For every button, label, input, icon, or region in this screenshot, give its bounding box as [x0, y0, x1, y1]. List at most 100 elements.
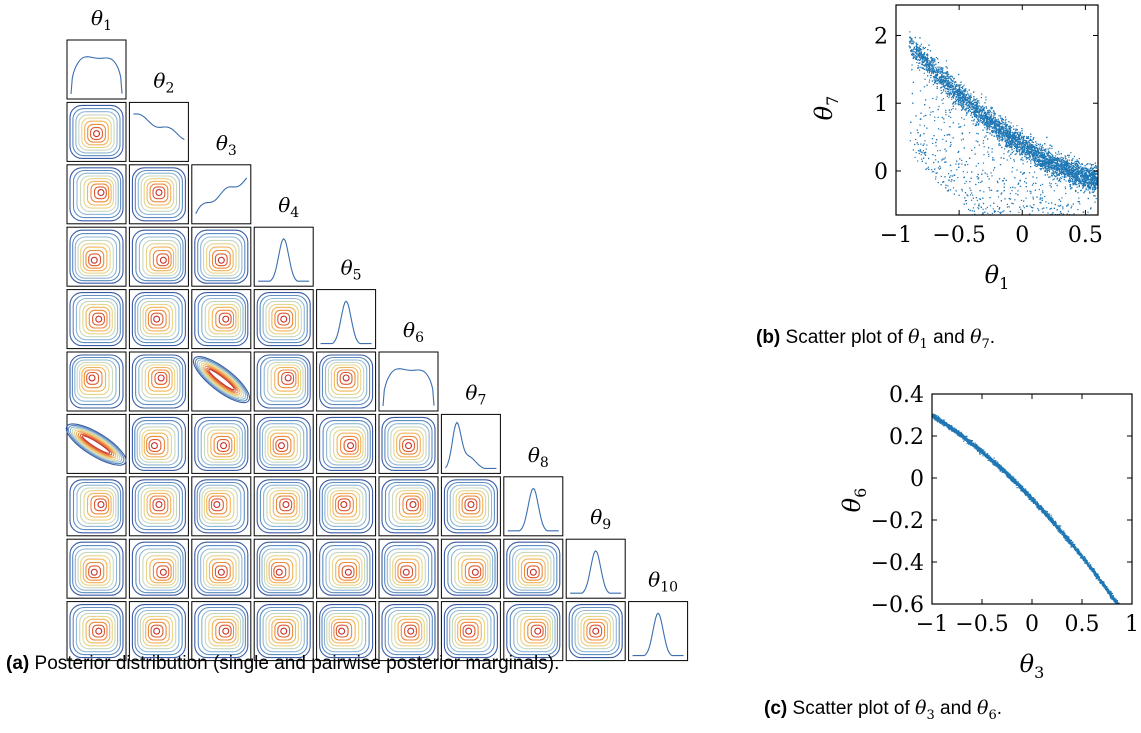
scatter-point: [1022, 219, 1023, 220]
contour-line: [140, 175, 178, 212]
scatter-point: [940, 81, 942, 83]
scatter-point: [994, 211, 996, 213]
scatter-point: [1039, 145, 1041, 147]
scatter-point: [1090, 263, 1091, 264]
scatter-point: [953, 95, 956, 97]
contour-line: [452, 487, 490, 524]
contour-line: [259, 606, 308, 656]
scatter-point: [1087, 189, 1089, 191]
scatter-point: [965, 88, 967, 90]
contour-line: [82, 558, 108, 584]
scatter-point: [933, 76, 935, 78]
scatter-point: [912, 81, 914, 83]
contour-line: [142, 303, 174, 335]
scatter-point: [941, 69, 944, 71]
scatter-point: [1046, 232, 1047, 233]
scatter-point: [1093, 180, 1095, 182]
scatter-point: [1034, 144, 1036, 146]
scatter-point: [1008, 239, 1009, 240]
scatter-point: [946, 77, 948, 79]
scatter-point: [996, 205, 999, 207]
contour-line: [256, 292, 311, 347]
scatter-point: [1095, 253, 1096, 254]
scatter-point: [1075, 177, 1077, 179]
scatter-point: [923, 115, 925, 117]
scatter-point: [969, 104, 971, 106]
contour-line: [85, 561, 105, 581]
scatter-point: [945, 72, 947, 74]
contour-line: [143, 178, 175, 209]
contour-line: [152, 249, 172, 269]
scatter-point: [1072, 174, 1074, 176]
scatter-point: [974, 108, 976, 110]
scatter-point: [1047, 153, 1049, 155]
contour-line: [199, 484, 242, 527]
contour-line: [197, 294, 246, 344]
scatter-point: [1046, 207, 1048, 209]
contour-line: [153, 627, 161, 635]
scatter-point: [1087, 249, 1088, 250]
scatter-point: [1086, 178, 1088, 180]
corner-cell-frame: [191, 164, 252, 225]
scatter-point: [1050, 263, 1051, 264]
scatter-point: [1090, 165, 1093, 167]
contour-line: [200, 236, 243, 279]
contour-line: [337, 498, 351, 512]
scatter-point: [978, 105, 980, 107]
scatter-point: [1040, 169, 1042, 171]
contour-line: [443, 541, 498, 596]
scatter-point: [1078, 162, 1080, 165]
contour-line: [69, 104, 124, 159]
scatter-point: [1024, 155, 1026, 158]
scatter-point: [1011, 171, 1013, 173]
contour-line: [340, 501, 348, 509]
scatter-point: [1081, 163, 1083, 165]
scatter-point: [976, 124, 978, 126]
param-label-7: θ7: [465, 380, 486, 408]
scatter-point: [1022, 149, 1024, 151]
scatter-point: [1086, 163, 1088, 166]
scatter-point: [1035, 258, 1036, 259]
scatter-point: [1025, 197, 1027, 199]
scatter-point: [936, 80, 938, 82]
scatter-point: [1023, 139, 1025, 141]
scatter-point: [993, 210, 996, 212]
contour-line: [571, 606, 620, 656]
contour-line: [88, 565, 102, 579]
scatter-point: [1002, 226, 1003, 227]
scatter-point: [1091, 168, 1093, 171]
scatter-point: [1051, 265, 1052, 266]
scatter-point: [917, 143, 919, 145]
contour-line: [81, 117, 112, 149]
scatter-point: [988, 109, 990, 111]
scatter-point: [1030, 241, 1031, 242]
contour-line: [72, 233, 121, 282]
contour-line: [211, 306, 237, 332]
scatter-point: [994, 114, 996, 116]
contour-line: [457, 555, 489, 586]
contour-line: [259, 294, 308, 344]
scatter-point: [1035, 165, 1037, 167]
scatter-point: [915, 152, 917, 154]
param-label-2: θ2: [153, 68, 174, 96]
contour-line: [134, 420, 183, 469]
contour-line: [203, 426, 241, 463]
scatter-point: [1011, 144, 1013, 146]
contour-line: [84, 120, 109, 146]
contour-line: [343, 439, 357, 452]
scatter-point: [1009, 227, 1010, 228]
scatter-point: [946, 81, 948, 83]
contour-line: [75, 430, 117, 459]
contour-line: [275, 439, 289, 452]
scatter-point: [1089, 282, 1090, 283]
scatter-point: [1052, 170, 1054, 172]
contour-line: [134, 481, 183, 531]
scatter-point: [949, 95, 951, 97]
scatter-point: [1072, 182, 1074, 184]
corner-cell-10-9: [565, 601, 626, 662]
scatter-point: [1013, 147, 1015, 149]
contour-line: [143, 432, 169, 458]
scatter-point: [1065, 274, 1066, 275]
scatter-point: [919, 45, 921, 47]
contour-line: [390, 426, 427, 463]
